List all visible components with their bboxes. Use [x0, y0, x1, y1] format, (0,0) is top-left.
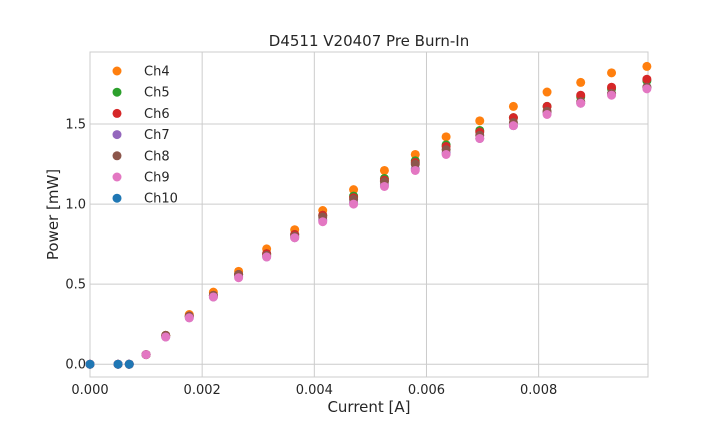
data-point-ch8 — [410, 159, 420, 169]
data-point-ch6 — [607, 82, 617, 92]
data-point-ch9 — [234, 273, 244, 283]
legend-label: Ch9 — [144, 171, 170, 186]
x-tick-label: 0.004 — [296, 383, 333, 398]
data-point-ch9 — [642, 84, 652, 94]
data-point-ch9 — [318, 217, 328, 227]
data-point-ch4 — [542, 87, 552, 97]
legend: Ch4 Ch5 Ch6 Ch7 Ch8 Ch9 Ch10 — [112, 65, 178, 207]
x-tick-label: 0.002 — [184, 383, 221, 398]
y-tick-label: 0.5 — [65, 278, 86, 293]
data-point-ch9 — [290, 233, 300, 243]
data-point-ch4 — [441, 132, 451, 142]
data-point-ch9 — [508, 121, 518, 131]
data-point-ch6 — [642, 74, 652, 84]
data-point-ch6 — [576, 90, 586, 100]
data-point-ch4 — [576, 77, 586, 87]
data-point-ch10 — [113, 359, 123, 369]
data-point-ch4 — [349, 185, 359, 195]
data-point-ch4 — [508, 101, 518, 111]
legend-marker-ch8 — [112, 151, 122, 161]
grid — [89, 52, 648, 377]
plot-area — [89, 51, 649, 378]
legend-label: Ch8 — [144, 149, 170, 164]
data-point-ch9 — [576, 98, 586, 108]
data-point-ch4 — [379, 165, 389, 175]
data-point-ch10 — [85, 359, 95, 369]
x-tick-label: 0.000 — [71, 383, 108, 398]
legend-marker-ch7 — [112, 130, 122, 140]
legend-label: Ch6 — [144, 107, 170, 122]
data-points — [85, 61, 652, 369]
data-point-ch10 — [124, 359, 134, 369]
tick-labels: 0.000 0.002 0.004 0.006 0.008 0.0 0.5 1.0 1.5 — [65, 118, 557, 398]
legend-label: Ch4 — [144, 65, 170, 80]
data-point-ch9 — [607, 90, 617, 100]
legend-label: Ch10 — [144, 192, 178, 207]
chart-title: D4511 V20407 Pre Burn-In — [269, 32, 469, 50]
data-point-ch9 — [410, 165, 420, 175]
data-point-ch9 — [475, 133, 485, 143]
y-tick-label: 1.5 — [65, 118, 86, 133]
legend-label: Ch5 — [144, 86, 170, 101]
x-axis-label: Current [A] — [327, 398, 410, 416]
data-point-ch9 — [141, 350, 151, 360]
y-tick-label: 0.0 — [65, 358, 86, 373]
data-point-ch9 — [208, 292, 218, 302]
data-point-ch9 — [441, 149, 451, 159]
data-point-ch9 — [542, 109, 552, 119]
x-tick-label: 0.008 — [520, 383, 557, 398]
legend-marker-ch10 — [112, 193, 122, 203]
data-point-ch9 — [161, 332, 171, 342]
data-point-ch4 — [475, 116, 485, 126]
legend-marker-ch6 — [112, 108, 122, 118]
data-point-ch4 — [607, 68, 617, 78]
legend-marker-ch9 — [112, 172, 122, 182]
data-point-ch9 — [379, 181, 389, 191]
legend-marker-ch4 — [112, 66, 122, 76]
x-tick-label: 0.006 — [408, 383, 445, 398]
data-point-ch9 — [349, 199, 359, 209]
data-point-ch9 — [262, 252, 272, 262]
data-point-ch4 — [410, 149, 420, 159]
data-point-ch4 — [642, 61, 652, 71]
y-axis-label: Power [mW] — [44, 169, 62, 260]
data-point-ch9 — [184, 313, 194, 323]
legend-label: Ch7 — [144, 128, 170, 143]
legend-marker-ch5 — [112, 87, 122, 97]
y-tick-label: 1.0 — [65, 198, 86, 213]
